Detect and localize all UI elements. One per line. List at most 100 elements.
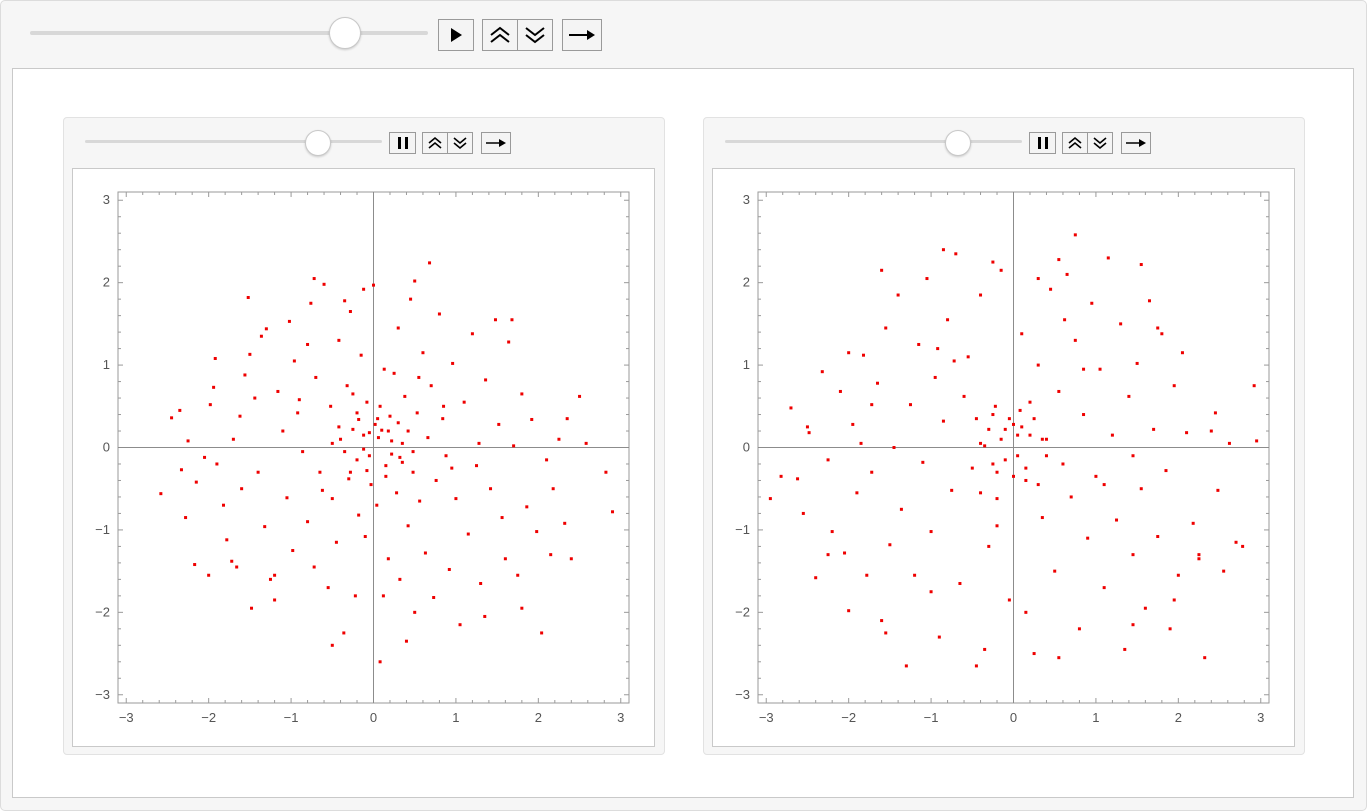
- scatter-point: [1086, 536, 1090, 540]
- scatter-point: [1191, 521, 1195, 525]
- scatter-point: [876, 381, 880, 385]
- scatter-point: [1131, 553, 1135, 557]
- scatter-point: [545, 458, 549, 462]
- scatter-point: [1024, 478, 1028, 482]
- scatter-point: [240, 487, 244, 491]
- slower-button[interactable]: [517, 19, 553, 51]
- scatter-point: [382, 367, 386, 371]
- scatter-point: [281, 429, 285, 433]
- scatter-point: [859, 441, 863, 445]
- scatter-point: [348, 470, 352, 474]
- faster-button[interactable]: [482, 19, 518, 51]
- main-slider-thumb[interactable]: [329, 17, 362, 49]
- right-direction-button[interactable]: [1121, 132, 1151, 154]
- y-tick-label: −3: [95, 687, 110, 702]
- scatter-point: [1012, 474, 1015, 478]
- scatter-point: [184, 516, 188, 520]
- scatter-point: [1241, 544, 1245, 548]
- left-slider-thumb[interactable]: [304, 130, 331, 156]
- scatter-point: [820, 370, 824, 374]
- scatter-point: [855, 491, 859, 495]
- y-tick-label: −2: [95, 604, 110, 619]
- scatter-point: [578, 394, 582, 398]
- scatter-point: [330, 643, 334, 647]
- scatter-point: [1077, 627, 1081, 631]
- scatter-point: [221, 503, 225, 507]
- scatter-point: [851, 422, 855, 426]
- left-slower-button[interactable]: [447, 132, 473, 154]
- right-faster-button[interactable]: [1062, 132, 1088, 154]
- scatter-point: [958, 581, 962, 585]
- double-chevron-up-icon: [1068, 136, 1082, 149]
- scatter-point: [611, 510, 615, 514]
- right-slower-button[interactable]: [1087, 132, 1113, 154]
- scatter-point: [974, 664, 978, 668]
- scatter-point: [398, 577, 402, 581]
- scatter-point: [1090, 301, 1094, 305]
- scatter-point: [318, 470, 322, 474]
- scatter-point: [353, 594, 357, 598]
- right-pause-button[interactable]: [1029, 132, 1056, 154]
- scatter-point: [865, 573, 869, 577]
- scatter-point: [447, 567, 451, 571]
- play-button[interactable]: [438, 19, 474, 51]
- scatter-point: [312, 565, 316, 569]
- left-direction-button[interactable]: [481, 132, 511, 154]
- pause-icon: [397, 137, 408, 149]
- scatter-point: [1036, 277, 1040, 281]
- scatter-point: [1082, 413, 1086, 417]
- scatter-point: [1036, 483, 1040, 487]
- scatter-point: [466, 532, 470, 536]
- scatter-point: [208, 403, 212, 407]
- main-animation-slider[interactable]: [30, 31, 428, 35]
- y-tick-label: −3: [735, 687, 750, 702]
- scatter-point: [326, 586, 330, 590]
- scatter-point: [1057, 389, 1061, 393]
- direction-button[interactable]: [562, 19, 602, 51]
- scatter-point: [999, 437, 1003, 441]
- right-animation-slider[interactable]: [725, 140, 1022, 143]
- y-tick-label: 1: [103, 357, 110, 372]
- scatter-point: [584, 441, 588, 445]
- scatter-point: [1018, 408, 1022, 412]
- scatter-point: [535, 530, 539, 534]
- scatter-point: [1024, 610, 1028, 614]
- y-tick-label: 2: [103, 275, 110, 290]
- scatter-point: [826, 458, 830, 462]
- left-pause-button[interactable]: [389, 132, 416, 154]
- scatter-point: [355, 411, 359, 415]
- scatter-point: [396, 421, 400, 425]
- scatter-point: [1227, 441, 1231, 445]
- scatter-point: [396, 326, 400, 330]
- scatter-point: [384, 474, 388, 478]
- scatter-point: [983, 647, 987, 651]
- scatter-point: [475, 464, 479, 468]
- scatter-point: [1197, 557, 1201, 561]
- scatter-point: [264, 327, 268, 331]
- scatter-point: [993, 404, 997, 408]
- scatter-point: [263, 525, 267, 529]
- scatter-point: [991, 260, 995, 264]
- scatter-point: [861, 353, 865, 357]
- right-slider-thumb[interactable]: [944, 130, 971, 156]
- scatter-point: [1016, 433, 1020, 437]
- scatter-point: [372, 283, 375, 287]
- scatter-point: [1036, 363, 1040, 367]
- scatter-point: [1119, 322, 1123, 326]
- scatter-point: [1003, 427, 1007, 431]
- scatter-point: [507, 340, 511, 344]
- scatter-point: [995, 497, 999, 501]
- scatter-point: [395, 491, 399, 495]
- scatter-point: [954, 252, 958, 256]
- scatter-point: [441, 417, 445, 421]
- left-faster-button[interactable]: [422, 132, 448, 154]
- scatter-point: [1139, 263, 1143, 267]
- double-chevron-up-icon: [490, 26, 510, 43]
- scatter-point: [979, 293, 983, 297]
- scatter-point: [952, 359, 956, 363]
- left-animation-slider[interactable]: [85, 140, 382, 143]
- scatter-point: [530, 417, 534, 421]
- scatter-point: [477, 441, 481, 445]
- scatter-point: [400, 460, 404, 464]
- scatter-point: [563, 521, 567, 525]
